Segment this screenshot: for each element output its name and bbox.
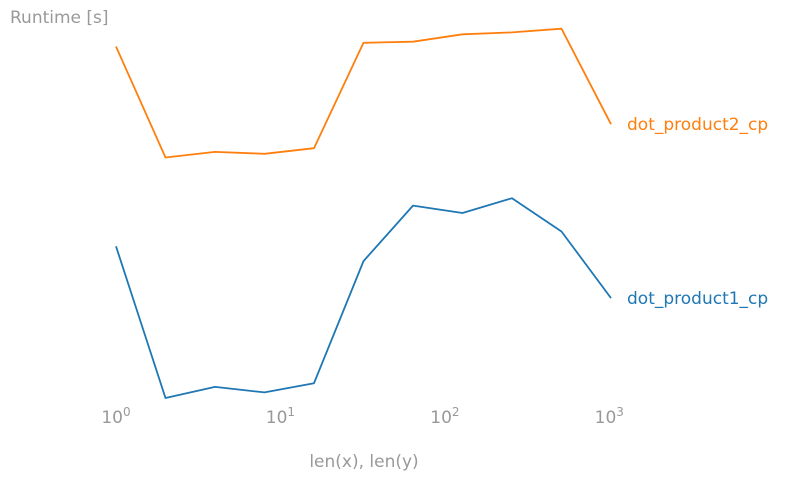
- series-line-dot_product1_cp: [115, 197, 612, 399]
- data-point-dot_product1_cp-4: [313, 382, 315, 384]
- data-point-dot_product1_cp-10: [610, 297, 612, 299]
- series-line-dot_product2_cp: [115, 27, 612, 159]
- data-point-dot_product1_cp-6: [412, 205, 414, 207]
- data-point-dot_product2_cp-2: [214, 151, 216, 153]
- x-axis-label: len(x), len(y): [309, 452, 419, 472]
- data-point-dot_product1_cp-3: [264, 391, 266, 393]
- data-point-dot_product1_cp-1: [165, 397, 167, 399]
- x-tick-label-0: 100: [101, 405, 130, 428]
- data-point-dot_product2_cp-5: [363, 42, 365, 44]
- svg-text:100: 100: [101, 405, 130, 428]
- x-tick-labels: 100 101 102 103: [101, 405, 624, 428]
- data-point-dot_product1_cp-9: [561, 231, 563, 233]
- series-layer: [115, 27, 612, 399]
- x-tick-label-2: 102: [430, 405, 459, 428]
- data-point-dot_product2_cp-0: [115, 46, 117, 48]
- series-label-dot_product1_cp: dot_product1_cp: [627, 289, 768, 309]
- svg-text:101: 101: [266, 405, 295, 428]
- data-point-dot_product2_cp-9: [561, 28, 563, 30]
- data-point-dot_product2_cp-7: [462, 33, 464, 35]
- data-point-dot_product1_cp-5: [363, 260, 365, 262]
- series-labels: dot_product1_cp dot_product2_cp: [627, 115, 768, 309]
- svg-text:102: 102: [430, 405, 459, 428]
- y-axis-label: Runtime [s]: [10, 8, 109, 28]
- data-point-dot_product2_cp-10: [610, 123, 612, 125]
- data-point-dot_product2_cp-6: [412, 41, 414, 43]
- data-point-dot_product1_cp-2: [214, 386, 216, 388]
- data-point-dot_product1_cp-0: [115, 245, 117, 247]
- data-point-dot_product2_cp-3: [264, 153, 266, 155]
- data-point-dot_product2_cp-4: [313, 147, 315, 149]
- data-point-dot_product2_cp-8: [511, 31, 513, 33]
- x-tick-label-1: 101: [266, 405, 295, 428]
- data-point-dot_product1_cp-7: [462, 212, 464, 214]
- svg-text:103: 103: [595, 405, 624, 428]
- data-point-dot_product1_cp-8: [511, 197, 513, 199]
- series-label-dot_product2_cp: dot_product2_cp: [627, 115, 768, 135]
- data-point-dot_product2_cp-1: [165, 157, 167, 159]
- x-tick-label-3: 103: [595, 405, 624, 428]
